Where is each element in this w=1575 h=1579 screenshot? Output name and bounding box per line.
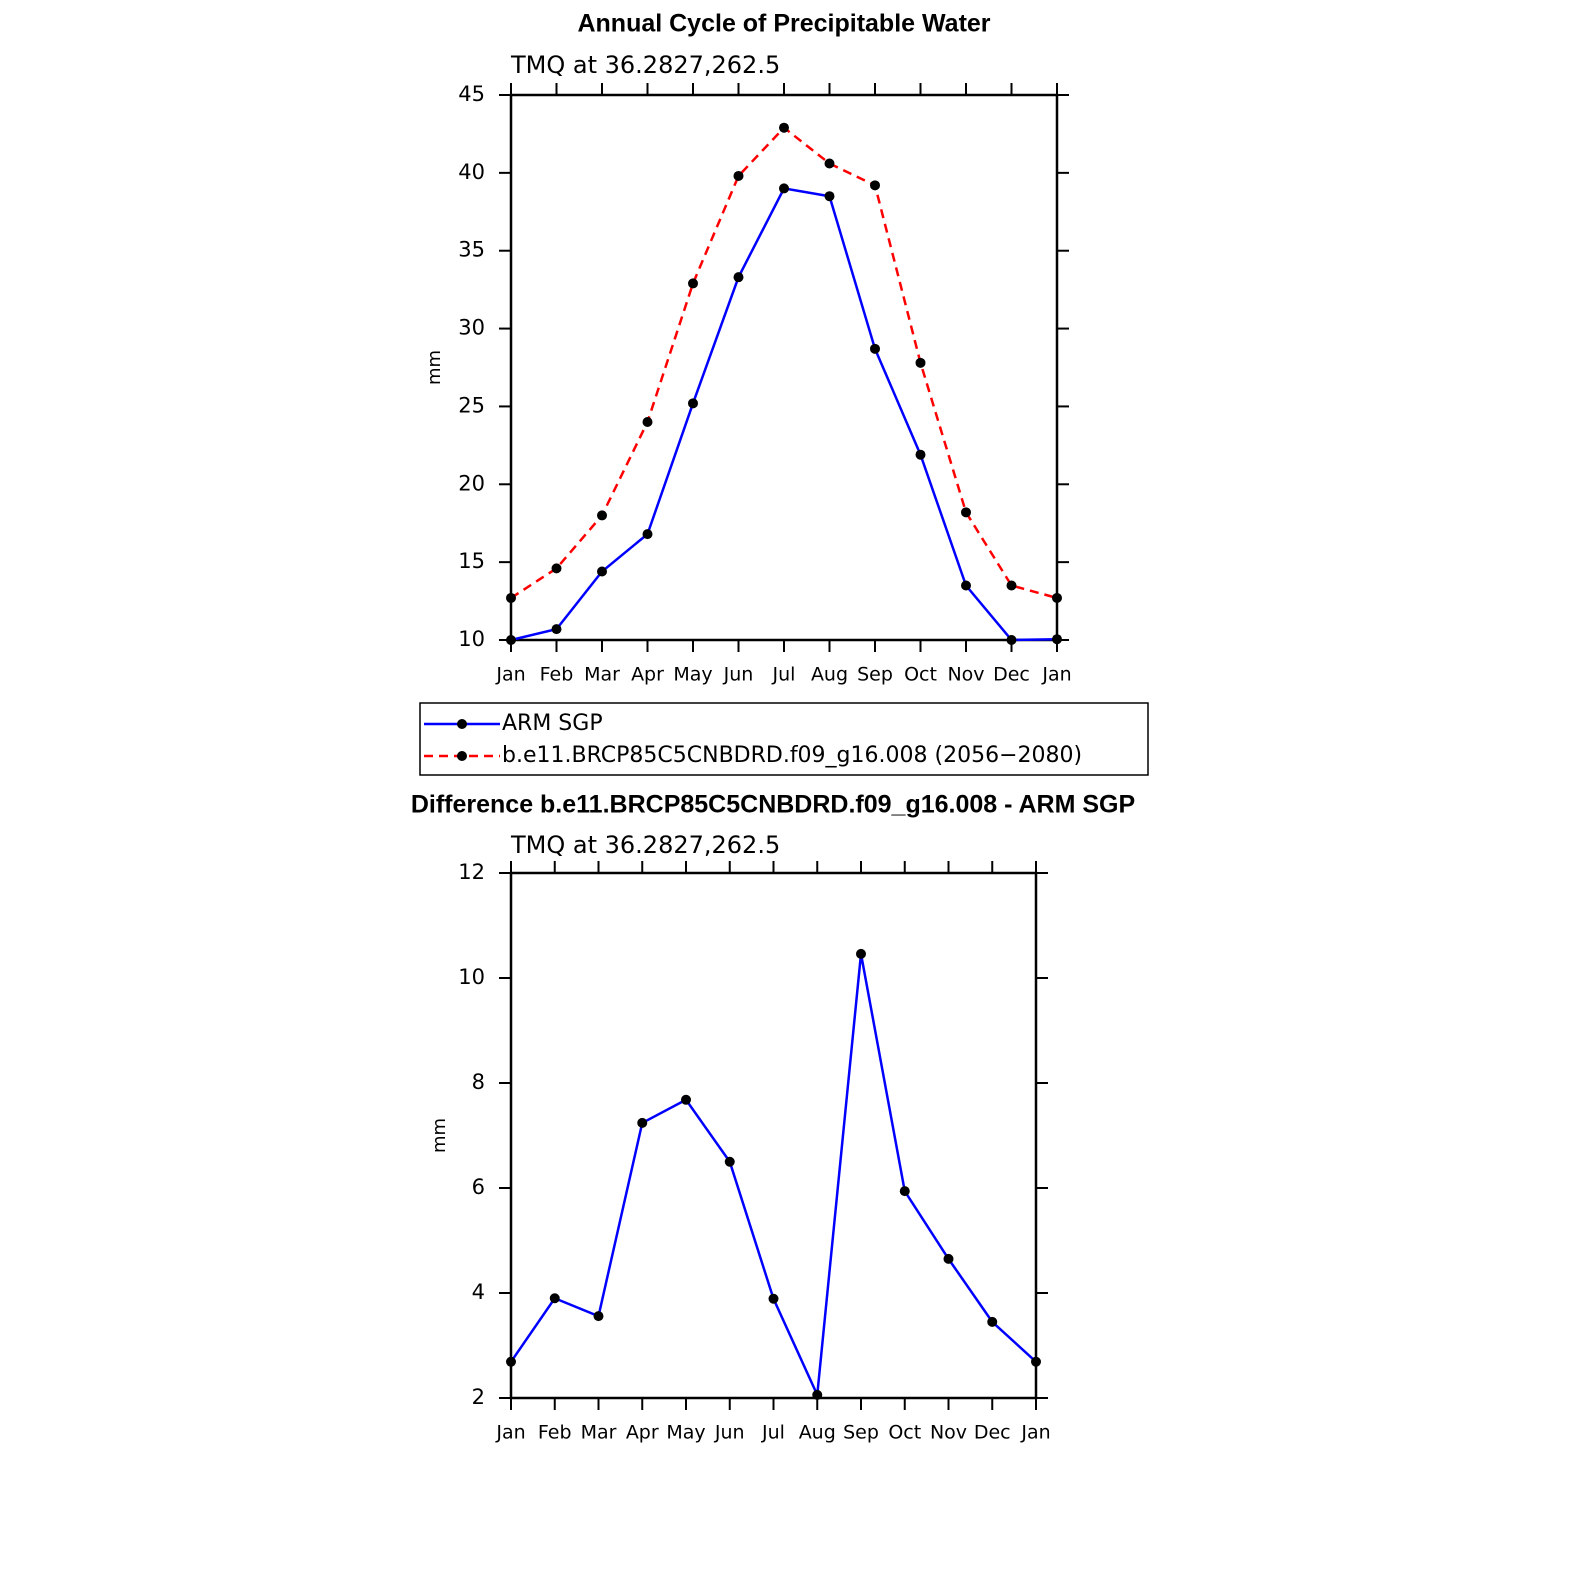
y-tick-label: 2 [472,1385,485,1409]
data-point [768,1293,779,1304]
y-tick-label: 40 [458,160,485,184]
plot-frame [509,871,1038,1400]
legend-label: b.e11.BRCP85C5CNBDRD.f09_g16.008 (2056−2… [502,743,1082,768]
x-tick-label: May [666,1422,705,1444]
x-tick-label: Jan [495,664,525,686]
x-tick-label: Nov [930,1422,967,1444]
data-point [899,1186,910,1197]
data-point [733,272,744,283]
data-point [779,122,789,133]
chart-title: Difference b.e11.BRCP85C5CNBDRD.f09_g16.… [411,791,1135,819]
chart-subtitle: TMQ at 36.2827,262.5 [510,831,780,859]
x-tick-label: Feb [540,664,574,686]
x-tick-label: Jan [495,1422,525,1444]
data-point [824,191,835,202]
x-tick-label: Apr [631,664,664,686]
legend-marker [457,719,467,729]
y-tick-label: 10 [458,627,485,651]
data-point [987,1316,998,1327]
data-point [506,1356,516,1367]
y-tick-label: 10 [458,965,485,989]
x-tick-label: Dec [974,1422,1011,1444]
data-point [870,343,880,354]
legend-label: ARM SGP [502,711,603,736]
data-point [1006,580,1017,591]
data-point [506,635,516,645]
data-point [1052,592,1062,603]
data-point [597,566,607,577]
data-point [506,592,516,603]
legend-marker [457,751,467,761]
data-point [724,1156,735,1167]
x-tick-label: Jun [714,1422,745,1444]
y-tick-label: 12 [458,860,485,884]
data-point [915,357,926,368]
data-point [733,170,744,181]
x-tick-label: Jul [772,664,796,686]
data-point [637,1117,648,1128]
x-tick-label: Apr [626,1422,659,1444]
series-line [510,187,1058,642]
x-tick-label: Jan [1041,664,1071,686]
y-tick-label: 25 [458,393,485,417]
x-tick-label: Feb [538,1422,572,1444]
x-tick-label: Aug [799,1422,836,1444]
data-point [1052,634,1062,645]
data-point [812,1389,823,1400]
data-point [961,507,971,518]
plot-frame [509,93,1059,642]
x-tick-label: Nov [947,664,984,686]
y-tick-label: 35 [458,238,485,262]
y-axis-label: mm [429,1118,450,1153]
data-point [551,563,562,574]
chart-subtitle: TMQ at 36.2827,262.5 [510,51,780,79]
data-point [597,510,607,521]
series-line [509,953,1037,1400]
data-point [961,580,971,591]
data-point [642,417,653,427]
data-point [549,1293,560,1304]
data-point [593,1311,604,1322]
y-tick-label: 45 [458,82,485,106]
x-tick-label: Sep [857,664,893,686]
y-tick-label: 30 [458,316,485,340]
data-point [1031,1356,1041,1367]
x-tick-label: Mar [581,1422,617,1444]
data-point [915,449,926,460]
y-tick-label: 8 [472,1070,485,1094]
x-tick-label: Mar [584,664,620,686]
data-point [681,1094,691,1105]
data-point [870,180,880,191]
x-tick-label: Jun [723,664,754,686]
x-tick-label: Jan [1020,1422,1050,1444]
y-tick-label: 15 [458,549,485,573]
series-line [510,126,1058,600]
x-tick-label: Dec [993,664,1030,686]
y-tick-label: 4 [472,1280,485,1304]
chart-title: Annual Cycle of Precipitable Water [577,10,990,38]
data-point [688,278,698,289]
data-point [779,183,789,194]
data-point [1006,635,1017,645]
legend-box [419,702,1149,776]
y-tick-label: 20 [458,471,485,495]
data-point [688,398,698,409]
x-tick-label: Oct [904,664,937,686]
data-point [856,948,866,959]
x-tick-label: May [673,664,712,686]
y-tick-label: 6 [472,1175,485,1199]
x-tick-label: Jul [761,1422,785,1444]
x-tick-label: Sep [843,1422,879,1444]
y-axis-label: mm [424,350,445,385]
data-point [943,1253,954,1264]
data-point [824,158,835,169]
data-point [642,529,653,540]
data-point [551,624,562,635]
x-tick-label: Aug [811,664,848,686]
x-tick-label: Oct [888,1422,921,1444]
